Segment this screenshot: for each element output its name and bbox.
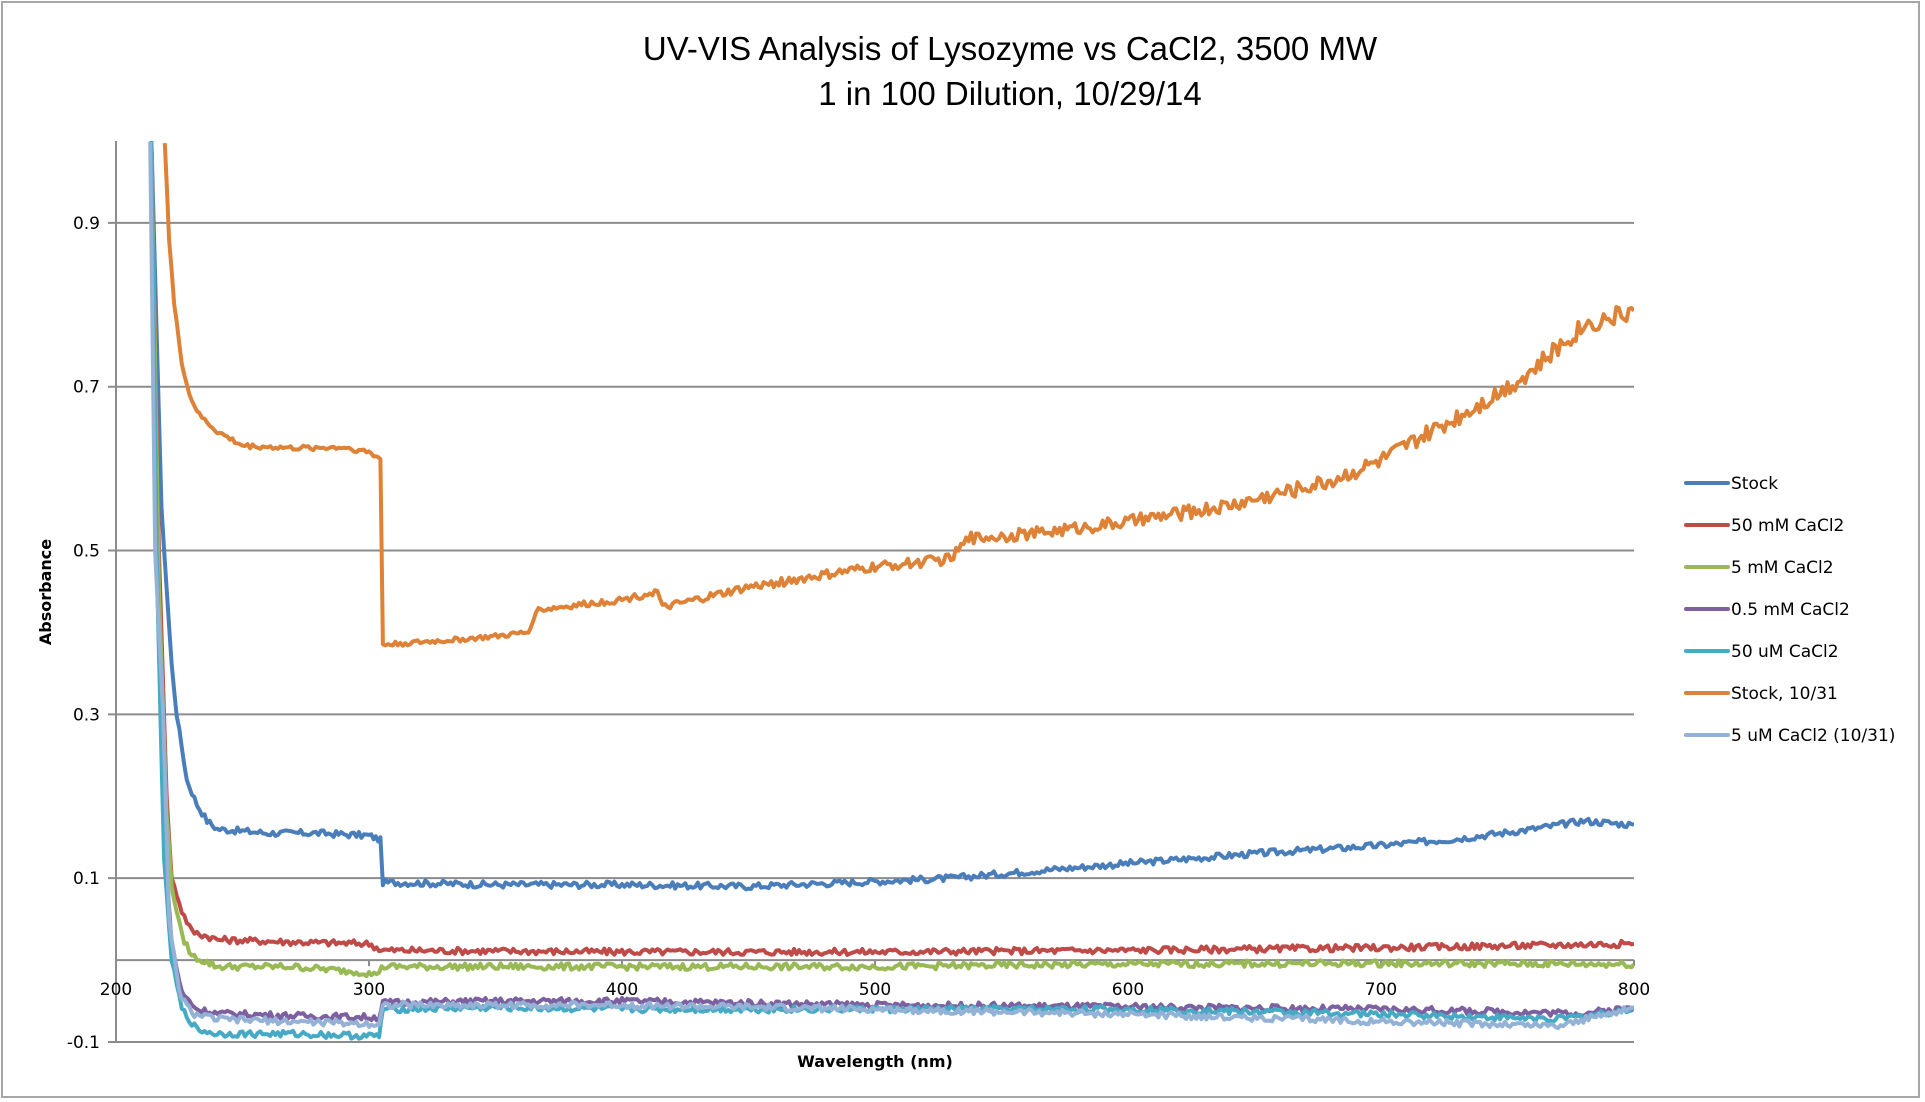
series-line-4 (149, 141, 1634, 1041)
x-tick-label: 800 (1618, 980, 1650, 1000)
chart-title: UV-VIS Analysis of Lysozyme vs CaCl2, 35… (643, 30, 1378, 67)
x-ticks: 200 300 400 500 600 700 800 (100, 960, 1650, 1000)
y-ticks: -0.1 0.1 0.3 0.5 0.7 0.9 (67, 214, 100, 1053)
series-line-0 (149, 141, 1634, 892)
series-line-5 (162, 143, 1634, 648)
x-axis-label: Wavelength (nm) (797, 1052, 953, 1071)
y-tick-label: 0.7 (73, 378, 100, 398)
x-tick-label: 300 (353, 980, 385, 1000)
legend-label: 0.5 mM CaCl2 (1731, 600, 1850, 620)
x-tick-label: 700 (1365, 980, 1397, 1000)
y-tick-label: 0.3 (73, 705, 100, 725)
x-tick-label: 400 (606, 980, 638, 1000)
y-tick-label: 0.5 (73, 542, 100, 562)
x-tick-label: 200 (100, 980, 132, 1000)
series-line-6 (148, 141, 1634, 1031)
series-lines (148, 141, 1634, 1041)
legend-label: 5 uM CaCl2 (10/31) (1731, 726, 1895, 746)
legend-label: 50 uM CaCl2 (1731, 642, 1839, 662)
legend: Stock 50 mM CaCl2 5 mM CaCl2 0.5 mM CaCl2 50… (1684, 474, 1895, 746)
series-line-1 (149, 142, 1634, 957)
legend-label: 5 mM CaCl2 (1731, 558, 1834, 578)
y-tick-label: 0.9 (73, 214, 100, 234)
x-tick-label: 600 (1112, 980, 1144, 1000)
legend-label: 50 mM CaCl2 (1731, 516, 1844, 536)
x-tick-label: 500 (859, 980, 891, 1000)
series-line-2 (149, 141, 1634, 979)
series-line-3 (149, 141, 1634, 1023)
y-axis-label: Absorbance (36, 539, 55, 645)
legend-label: Stock (1731, 474, 1778, 494)
y-tick-label: -0.1 (67, 1033, 100, 1053)
legend-label: Stock, 10/31 (1731, 684, 1838, 704)
gridlines (108, 221, 1634, 1043)
chart-subtitle: 1 in 100 Dilution, 10/29/14 (818, 75, 1201, 112)
y-tick-label: 0.1 (73, 869, 100, 889)
